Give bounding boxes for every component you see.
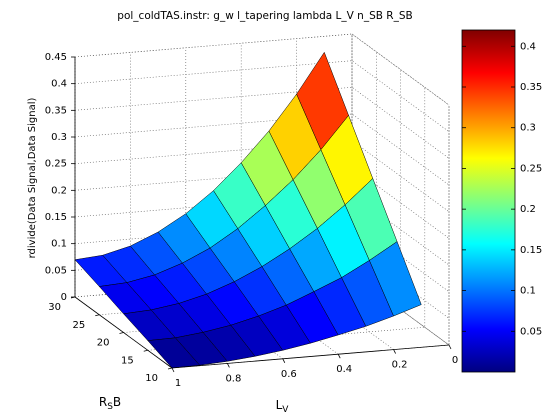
- x-label-main: L: [276, 398, 283, 412]
- x-tick-label: 0.4: [336, 364, 352, 375]
- z-tick-label: 0: [61, 292, 67, 303]
- y-tick: [119, 332, 124, 334]
- x-tick-label: 0: [452, 355, 458, 366]
- x-tick: [393, 349, 396, 354]
- colorbar: [461, 29, 516, 373]
- z-tick-label: 0.25: [45, 159, 67, 170]
- z-grid-line: [74, 60, 450, 132]
- x-tick-label: 0.2: [392, 360, 408, 371]
- x-tick: [337, 354, 341, 359]
- z-tick-label: 0.2: [51, 185, 67, 196]
- y-label-main: R: [99, 395, 107, 409]
- x-tick: [171, 367, 175, 373]
- y-tick-label: 10: [145, 373, 158, 384]
- colorbar-tick-label: 0.35: [520, 82, 542, 93]
- y-tick: [95, 314, 100, 317]
- x-tick-label: 0.8: [225, 373, 241, 384]
- y-tick-label: 20: [97, 338, 110, 349]
- colorbar-tick-label: 0.3: [520, 123, 536, 134]
- z-tick-label: 0.45: [45, 52, 67, 63]
- y-axis: [74, 296, 173, 369]
- colorbar-tick-label: 0.05: [520, 326, 542, 337]
- x-tick-label: 0.6: [281, 369, 297, 380]
- x-tick: [227, 363, 230, 368]
- surface-patch: [369, 241, 422, 317]
- colorbar-tick-label: 0.15: [520, 245, 542, 256]
- box-edge: [351, 33, 450, 106]
- z-tick-label: 0.3: [51, 132, 67, 143]
- y-tick: [143, 349, 148, 352]
- z-tick-label: 0.05: [45, 265, 67, 276]
- y-tick-label: 15: [121, 355, 134, 366]
- colorbar-tick-label: 0.1: [520, 286, 536, 297]
- z-axis-label: rdivide(Data Signal,Data Signal): [27, 98, 38, 259]
- colorbar-tick-label: 0.25: [520, 163, 542, 174]
- y-tick: [167, 367, 173, 370]
- y-tick-label: 25: [73, 320, 86, 331]
- y-axis-label: RSB: [99, 395, 121, 412]
- chart-title: pol_coldTAS.instr: g_w l_tapering lambda…: [117, 10, 412, 22]
- x-label-sub: V: [282, 405, 289, 415]
- z-tick-label: 0.15: [45, 212, 67, 223]
- x-tick: [282, 358, 286, 363]
- colorbar-tick-label: 0.2: [520, 204, 536, 215]
- y-label-sub: S: [107, 402, 113, 412]
- x-tick-label: 1: [175, 378, 181, 389]
- z-grid-line: [74, 33, 450, 106]
- x-axis-label: LV: [276, 398, 290, 415]
- y-tick: [70, 296, 76, 299]
- x-tick: [448, 344, 452, 350]
- y-tick-label: 30: [48, 302, 61, 313]
- z-tick-label: 0.1: [51, 239, 67, 250]
- z-tick-label: 0.4: [51, 79, 67, 90]
- colorbar-tick-label: 0.4: [520, 41, 536, 52]
- z-tick-label: 0.35: [45, 105, 67, 116]
- x-axis: [171, 344, 450, 369]
- y-label-rest: B: [113, 395, 121, 409]
